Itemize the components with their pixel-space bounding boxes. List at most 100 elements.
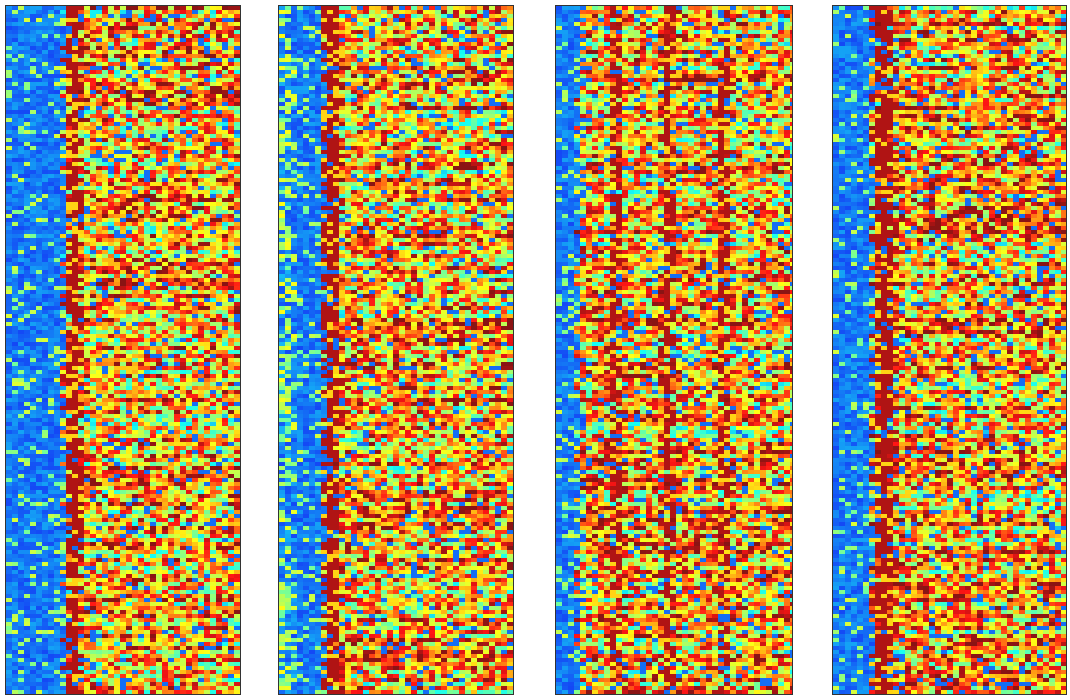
heatmap-cell bbox=[108, 502, 114, 506]
heatmap-cell bbox=[168, 466, 174, 470]
heatmap-cell bbox=[144, 314, 150, 318]
heatmap-cell bbox=[96, 150, 102, 154]
heatmap-cell bbox=[18, 6, 24, 10]
heatmap-cell bbox=[174, 26, 180, 30]
heatmap-cell bbox=[126, 158, 132, 162]
heatmap-cell bbox=[114, 294, 120, 298]
heatmap-cell bbox=[156, 422, 162, 426]
heatmap-cell bbox=[216, 286, 222, 290]
heatmap-cell bbox=[120, 434, 126, 438]
heatmap-cell bbox=[186, 186, 192, 190]
heatmap-cell bbox=[222, 494, 228, 498]
heatmap-cell bbox=[162, 30, 168, 34]
heatmap-cell bbox=[120, 214, 126, 218]
heatmap-cell bbox=[30, 478, 36, 482]
heatmap-cell bbox=[54, 118, 60, 122]
heatmap-cell bbox=[96, 494, 102, 498]
heatmap-cell bbox=[102, 370, 108, 374]
heatmap-cell bbox=[30, 210, 36, 214]
heatmap-cell bbox=[120, 450, 126, 454]
heatmap-cell bbox=[156, 278, 162, 282]
heatmap-cell bbox=[234, 486, 240, 490]
heatmap-cell bbox=[90, 78, 96, 82]
heatmap-cell bbox=[78, 470, 84, 474]
heatmap-cell bbox=[6, 306, 12, 310]
heatmap-cell bbox=[156, 182, 162, 186]
heatmap-cell bbox=[138, 402, 144, 406]
heatmap-cell bbox=[210, 366, 216, 370]
heatmap-cell bbox=[72, 138, 78, 142]
heatmap-cell bbox=[48, 514, 54, 518]
heatmap-cell bbox=[222, 490, 228, 494]
heatmap-cell bbox=[180, 294, 186, 298]
heatmap-cell bbox=[84, 346, 90, 350]
heatmap-cell bbox=[180, 286, 186, 290]
heatmap-cell bbox=[210, 382, 216, 386]
heatmap-cell bbox=[30, 74, 36, 78]
heatmap-cell bbox=[24, 438, 30, 442]
heatmap-cell bbox=[138, 422, 144, 426]
heatmap-cell bbox=[192, 410, 198, 414]
heatmap-cell bbox=[126, 462, 132, 466]
heatmap-cell bbox=[102, 390, 108, 394]
heatmap-cell bbox=[120, 274, 126, 278]
heatmap-cell bbox=[162, 210, 168, 214]
heatmap-cell bbox=[204, 74, 210, 78]
heatmap-cell bbox=[222, 330, 228, 334]
heatmap-cell bbox=[114, 406, 120, 410]
heatmap-cell bbox=[48, 322, 54, 326]
heatmap-cell bbox=[174, 306, 180, 310]
heatmap-cell bbox=[24, 190, 30, 194]
heatmap-cell bbox=[222, 326, 228, 330]
heatmap-cell bbox=[24, 454, 30, 458]
heatmap-cell bbox=[24, 266, 30, 270]
heatmap-cell bbox=[228, 310, 234, 314]
heatmap-cell bbox=[84, 6, 90, 10]
heatmap-cell bbox=[168, 462, 174, 466]
heatmap-cell bbox=[114, 438, 120, 442]
heatmap-cell bbox=[30, 358, 36, 362]
heatmap-cell bbox=[12, 94, 18, 98]
heatmap-cell bbox=[108, 74, 114, 78]
heatmap-cell bbox=[174, 114, 180, 118]
heatmap-cell bbox=[60, 150, 66, 154]
heatmap-cell bbox=[60, 298, 66, 302]
heatmap-cell bbox=[42, 82, 48, 86]
heatmap-cell bbox=[48, 318, 54, 322]
heatmap-cell bbox=[186, 202, 192, 206]
heatmap-cell bbox=[138, 314, 144, 318]
heatmap-cell bbox=[66, 334, 72, 338]
heatmap-cell bbox=[18, 430, 24, 434]
heatmap-cell bbox=[54, 338, 60, 342]
heatmap-cell bbox=[204, 306, 210, 310]
heatmap-cell bbox=[78, 358, 84, 362]
heatmap-cell bbox=[108, 246, 114, 250]
heatmap-cell bbox=[114, 106, 120, 110]
heatmap-cell bbox=[156, 498, 162, 502]
heatmap-cell bbox=[12, 470, 18, 474]
heatmap-cell bbox=[18, 94, 24, 98]
heatmap-cell bbox=[66, 434, 72, 438]
heatmap-cell bbox=[222, 174, 228, 178]
heatmap-cell bbox=[186, 306, 192, 310]
heatmap-cell bbox=[132, 394, 138, 398]
heatmap-cell bbox=[96, 282, 102, 286]
heatmap-cell bbox=[174, 486, 180, 490]
heatmap-cell bbox=[102, 190, 108, 194]
heatmap-cell bbox=[126, 54, 132, 58]
heatmap-cell bbox=[120, 350, 126, 354]
heatmap-cell bbox=[24, 498, 30, 502]
heatmap-cell bbox=[72, 354, 78, 358]
heatmap-cell bbox=[90, 118, 96, 122]
heatmap-cell bbox=[48, 10, 54, 14]
heatmap-cell bbox=[48, 22, 54, 26]
heatmap-cell bbox=[96, 54, 102, 58]
heatmap-cell bbox=[108, 6, 114, 10]
heatmap-cell bbox=[162, 266, 168, 270]
heatmap-cell bbox=[204, 402, 210, 406]
heatmap-cell bbox=[126, 302, 132, 306]
heatmap-cell bbox=[48, 310, 54, 314]
heatmap-cell bbox=[12, 458, 18, 462]
heatmap-cell bbox=[216, 310, 222, 314]
heatmap-cell bbox=[186, 162, 192, 166]
